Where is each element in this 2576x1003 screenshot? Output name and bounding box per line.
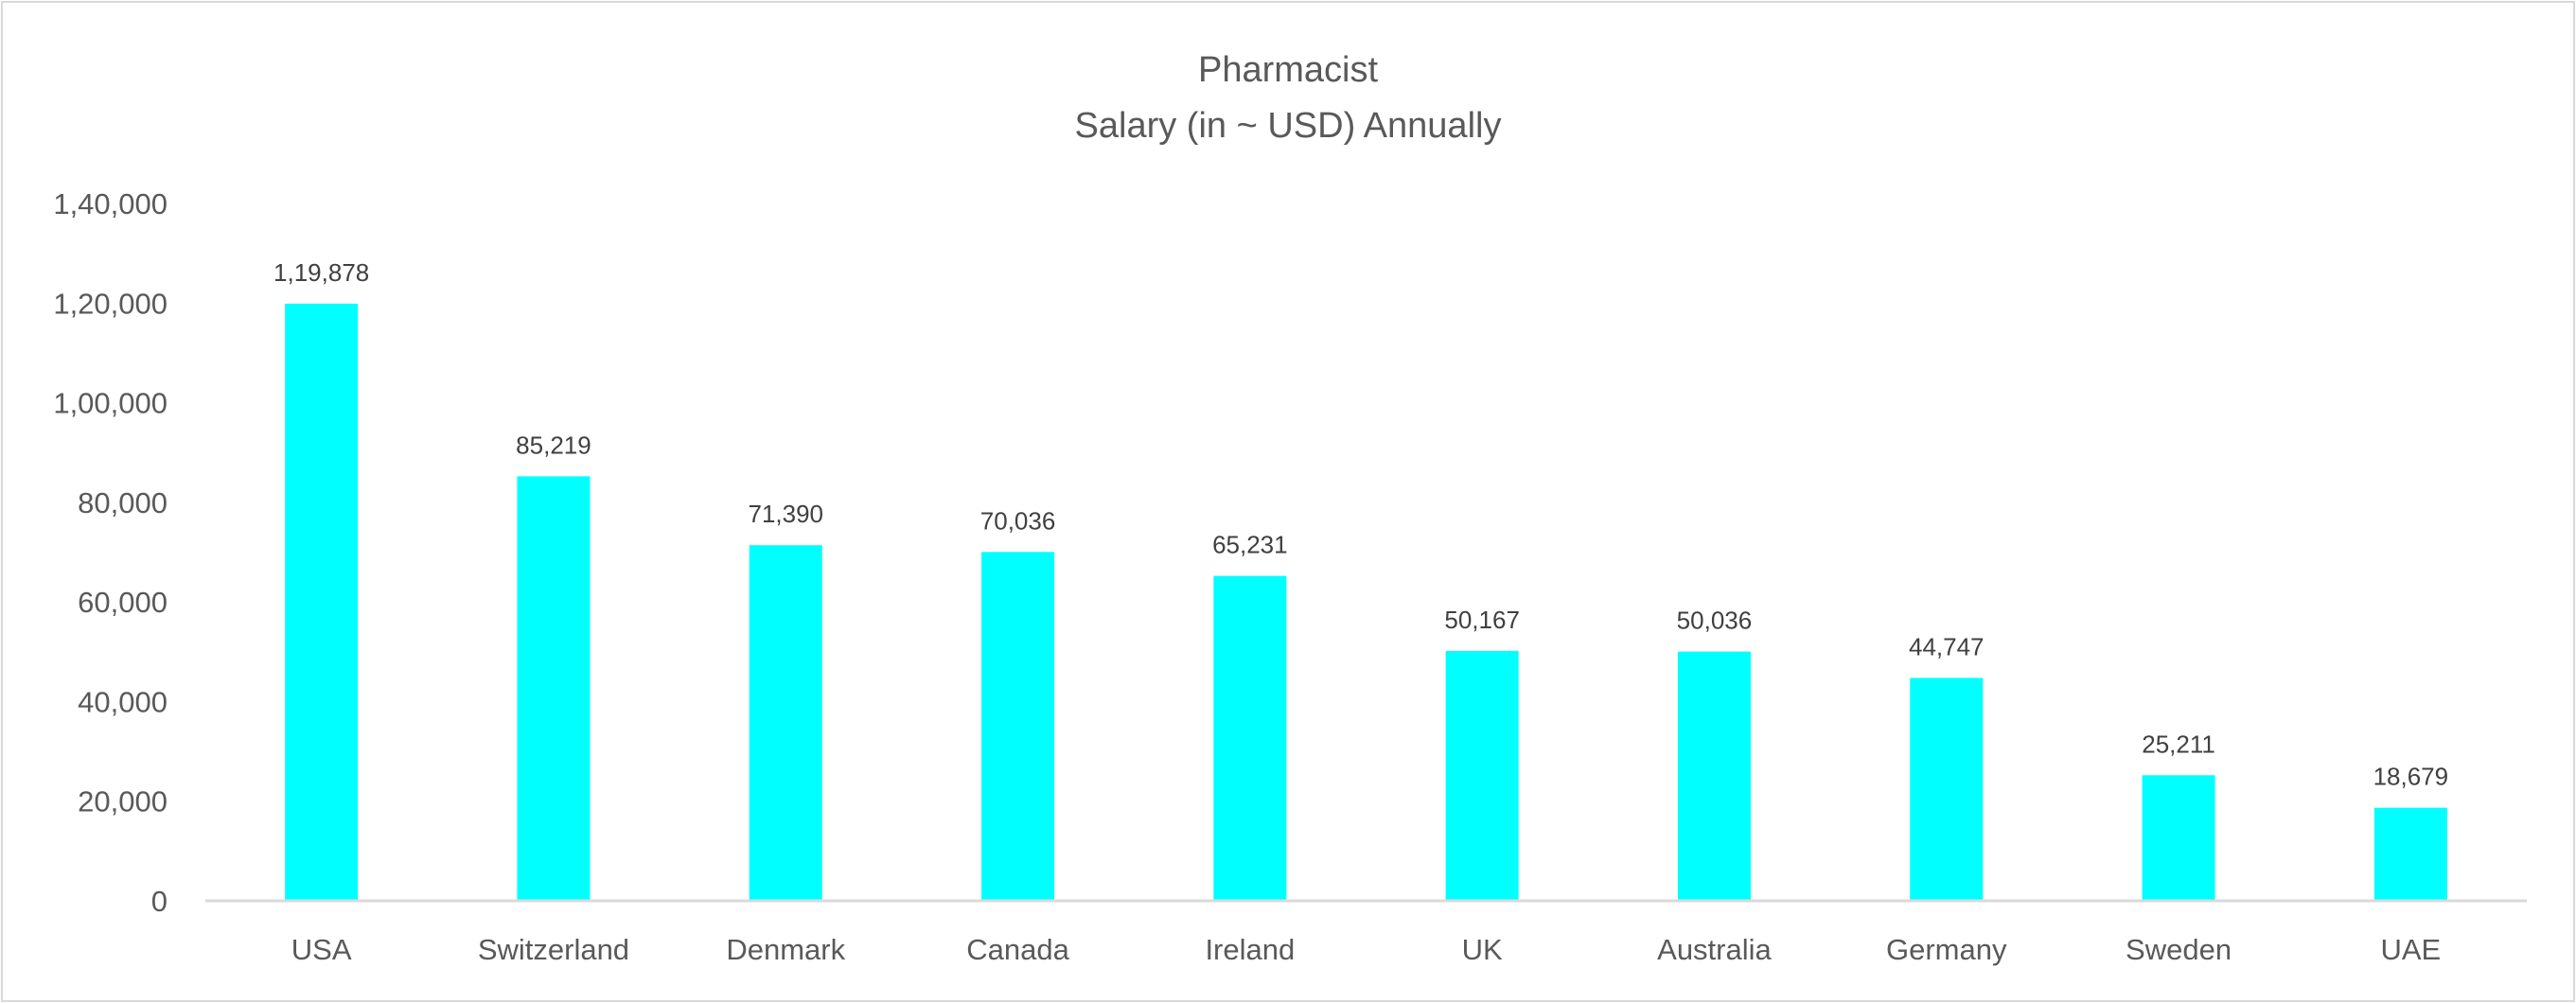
x-tick-label: Canada — [966, 933, 1069, 966]
x-tick-label: Denmark — [726, 933, 845, 966]
y-tick-label: 40,000 — [78, 685, 168, 718]
data-label: 50,036 — [1677, 607, 1753, 635]
data-label: 65,231 — [1212, 531, 1288, 559]
bar-germany — [1910, 677, 1984, 901]
y-tick-label: 1,20,000 — [53, 287, 168, 320]
x-tick-label: USA — [291, 933, 352, 966]
bar-usa — [285, 303, 359, 901]
y-tick-label: 1,40,000 — [53, 187, 168, 220]
x-tick-label: Sweden — [2126, 933, 2232, 966]
y-tick-label: 0 — [151, 885, 168, 918]
bar-australia — [1677, 651, 1751, 901]
chart-title: Pharmacist — [1198, 50, 1378, 90]
bar-canada — [981, 552, 1055, 901]
x-tick-label: Australia — [1657, 933, 1772, 966]
y-tick-label: 1,00,000 — [53, 387, 168, 420]
bar-switzerland — [517, 476, 591, 901]
data-label: 70,036 — [980, 506, 1056, 535]
data-label: 85,219 — [516, 431, 591, 459]
x-tick-label: UK — [1462, 933, 1503, 966]
x-tick-label: Ireland — [1205, 933, 1295, 966]
bar-uae — [2373, 807, 2447, 901]
x-tick-label: Germany — [1886, 933, 2007, 966]
x-tick-label: Switzerland — [478, 933, 629, 966]
data-label: 18,679 — [2373, 763, 2449, 791]
bar-uk — [1445, 650, 1519, 901]
bar-sweden — [2142, 775, 2215, 901]
data-label: 25,211 — [2142, 730, 2215, 758]
bar-denmark — [749, 545, 822, 901]
data-label: 50,167 — [1444, 606, 1520, 634]
chart-subtitle: Salary (in ~ USD) Annually — [1075, 106, 1502, 146]
y-tick-label: 20,000 — [78, 785, 168, 818]
y-tick-label: 60,000 — [78, 586, 168, 619]
data-label: 44,747 — [1909, 632, 1985, 660]
x-tick-label: UAE — [2380, 933, 2441, 966]
y-tick-label: 80,000 — [78, 486, 168, 519]
data-label: 1,19,878 — [273, 258, 369, 287]
data-label: 71,390 — [748, 500, 823, 528]
bar-ireland — [1213, 575, 1287, 901]
